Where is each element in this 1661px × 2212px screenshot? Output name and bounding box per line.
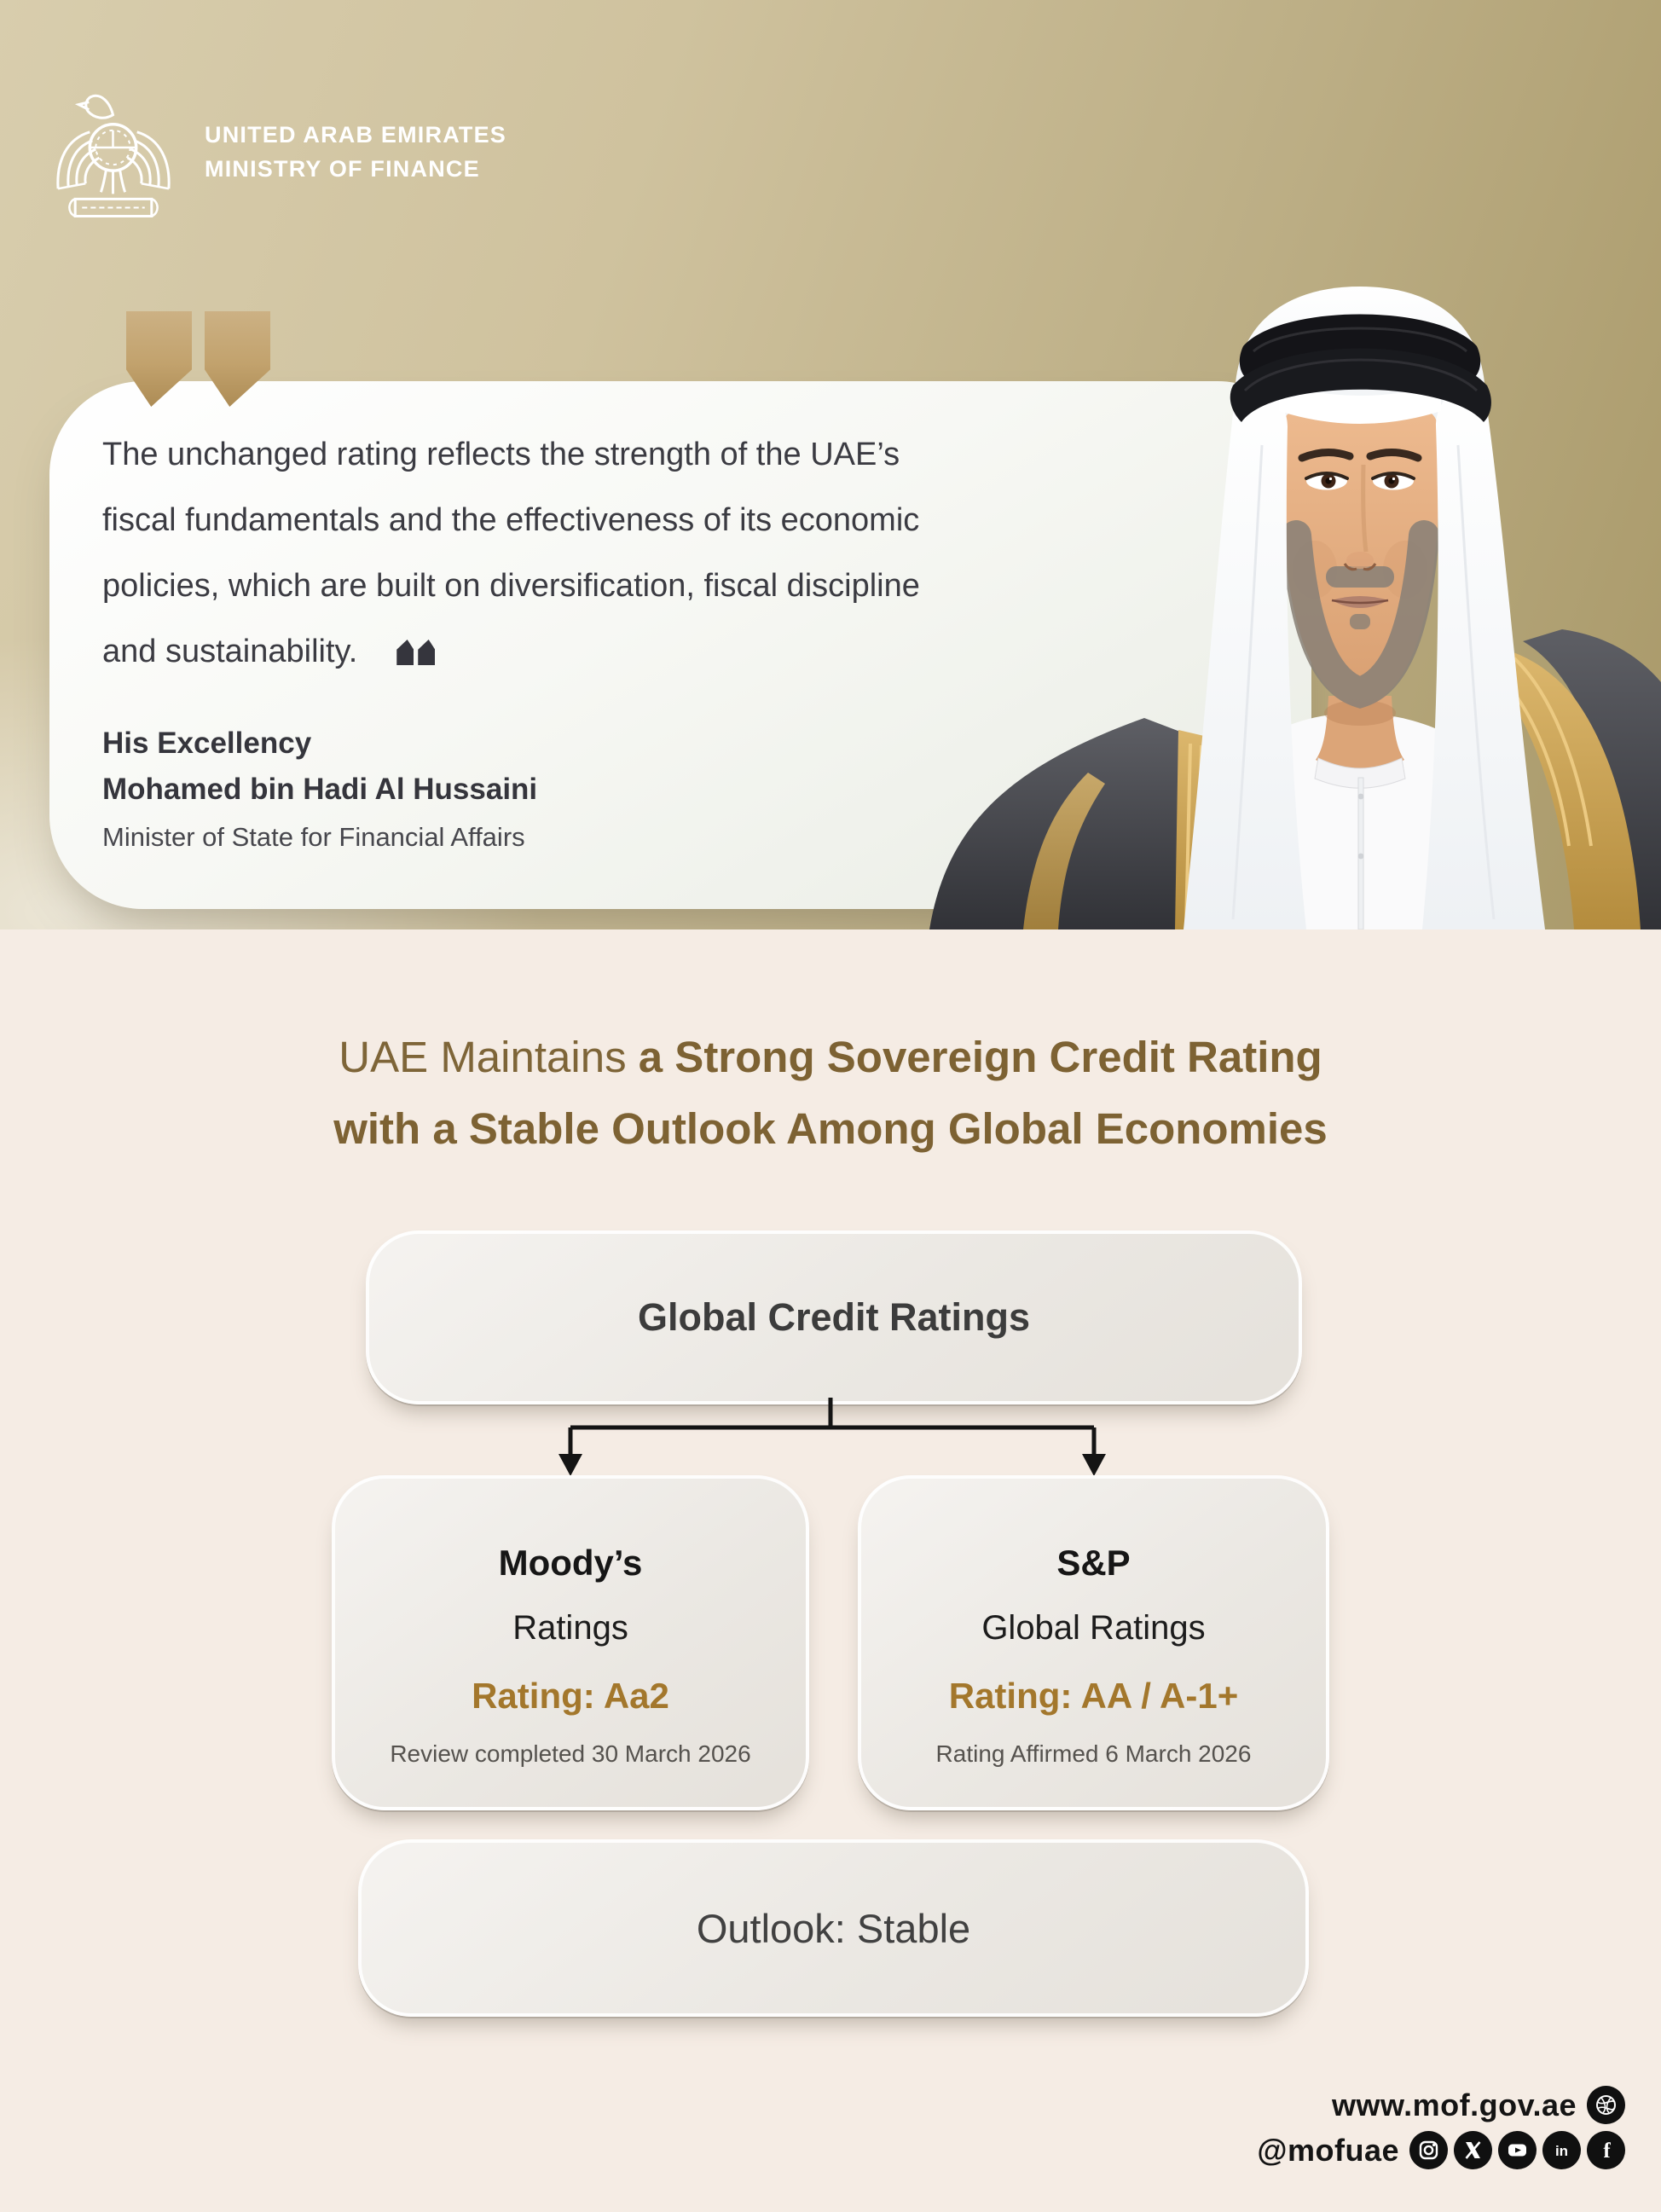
ministry-brand: UNITED ARAB EMIRATES MINISTRY OF FINANCE [51,78,506,225]
neck [1316,696,1404,772]
attribution-name: Mohamed bin Hadi Al Hussaini [102,773,538,806]
linkedin-icon[interactable]: in [1542,2131,1581,2169]
agency-name: Moody’s [498,1543,643,1583]
agency-rating: Rating: Aa2 [472,1676,669,1716]
footer: www.mof.gov.ae @mofuae [1257,2086,1625,2169]
website-row: www.mof.gov.ae [1332,2086,1625,2124]
globe-icon[interactable] [1587,2086,1625,2124]
attribution-role: Minister of State for Financial Affairs [102,822,525,852]
moodys-box: Moody’s Ratings Rating: Aa2 Review compl… [332,1475,809,1810]
agency-rating: Rating: AA / A-1+ [948,1676,1239,1716]
website-url[interactable]: www.mof.gov.ae [1331,2087,1577,2122]
minister-portrait [929,287,1661,929]
open-quote-icon [126,311,270,407]
outlook-box: Outlook: Stable [358,1839,1309,2017]
face [1281,397,1439,709]
uae-falcon-emblem-icon [56,94,171,218]
quote-attribution: His Excellency Mohamed bin Hadi Al Hussa… [102,721,537,859]
x-icon[interactable] [1454,2131,1492,2169]
svg-text:f: f [1603,2140,1611,2163]
brand-line-country: UNITED ARAB EMIRATES [205,122,506,148]
agency-note: Rating Affirmed 6 March 2026 [935,1740,1252,1767]
sp-box: S&P Global Ratings Rating: AA / A-1+ Rat… [858,1475,1329,1810]
social-row: @mofuae [1257,2131,1625,2169]
quote-line-last: and sustainability. [102,619,1177,685]
quote-text: The unchanged rating reflects the streng… [102,422,1177,685]
close-quote-icon [396,640,436,665]
quote-line: fiscal fundamentals and the effectivenes… [102,502,920,538]
quote-card: The unchanged rating reflects the streng… [49,311,1311,909]
quote-line: The unchanged rating reflects the streng… [102,437,900,472]
agency-name: S&P [1056,1543,1131,1583]
agency-note: Review completed 30 March 2026 [390,1740,751,1767]
headline-line1: UAE Maintains a Strong Sovereign Credit … [339,1033,1322,1081]
youtube-icon[interactable] [1498,2131,1537,2169]
ministry-name: UNITED ARAB EMIRATES MINISTRY OF FINANCE [205,118,506,186]
agency-subtitle: Ratings [512,1609,628,1647]
facebook-icon[interactable]: f [1587,2131,1625,2169]
brand-line-ministry: MINISTRY OF FINANCE [205,156,480,182]
agal-headband [1230,314,1491,422]
quote-mark-right-icon [205,311,270,407]
social-handle[interactable]: @mofuae [1257,2132,1399,2168]
outlook-label: Outlook: Stable [696,1905,971,1951]
attribution-title: His Excellency [102,727,312,760]
connector-arrows [558,1398,1106,1476]
quote-mark-left-icon [126,311,192,407]
agency-subtitle: Global Ratings [981,1609,1206,1647]
top-section: UNITED ARAB EMIRATES MINISTRY OF FINANCE… [0,0,1661,929]
headline-line2: with a Stable Outlook Among Global Econo… [333,1104,1328,1153]
svg-text:in: in [1555,2143,1568,2159]
global-credit-ratings-box: Global Credit Ratings [366,1230,1302,1404]
quote-line: policies, which are built on diversifica… [102,568,920,604]
instagram-icon[interactable] [1409,2131,1448,2169]
root-label: Global Credit Ratings [637,1295,1031,1339]
headline: UAE Maintains a Strong Sovereign Credit … [0,1022,1661,1165]
